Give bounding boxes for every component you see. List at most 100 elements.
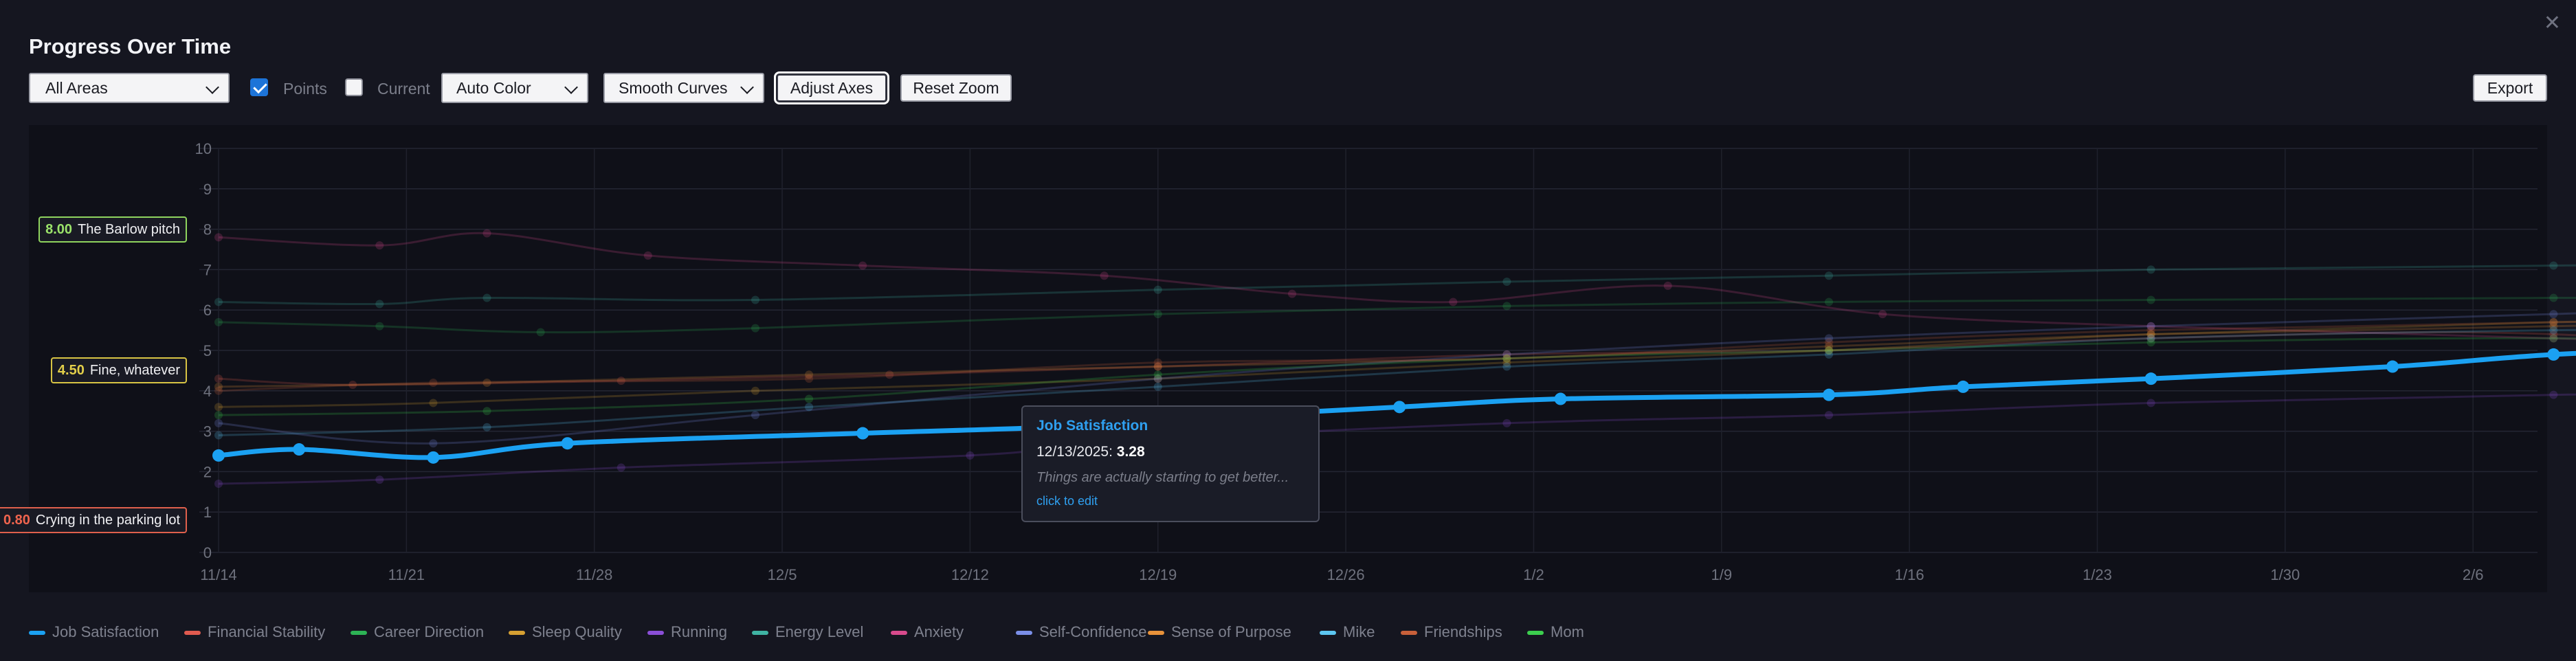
x-tick-label: 11/14 — [200, 566, 236, 583]
data-point-financial-stability — [1502, 350, 1511, 359]
data-point-energy-level — [2549, 261, 2558, 270]
x-tick-label: 12/26 — [1327, 566, 1365, 583]
data-point-mike — [1825, 350, 1833, 359]
data-point-mike — [2549, 326, 2558, 335]
legend-swatch — [1320, 631, 1336, 635]
data-point-job-satisfaction — [1957, 380, 1970, 393]
data-point-mom — [1153, 370, 1162, 379]
data-point-financial-stability — [617, 377, 625, 385]
adjust-axes-button[interactable]: Adjust Axes — [774, 71, 889, 104]
data-point-energy-level — [1153, 285, 1162, 294]
data-point-anxiety — [643, 251, 652, 260]
data-point-self-confidence — [214, 418, 223, 427]
current-checkbox[interactable] — [345, 78, 363, 96]
y-tick-label: 5 — [203, 342, 212, 359]
curve-mode-value: Smooth Curves — [619, 79, 728, 97]
data-point-sleep-quality — [2146, 330, 2155, 339]
legend-label: Career Direction — [374, 623, 485, 640]
data-point-career-direction — [536, 328, 545, 337]
data-tooltip[interactable]: Job Satisfaction 12/13/2025: 3.28 Things… — [1021, 405, 1320, 522]
data-point-sleep-quality — [1153, 374, 1162, 383]
data-point-financial-stability — [1153, 362, 1162, 371]
data-point-sense-of-purpose — [805, 370, 814, 379]
data-point-self-confidence — [2549, 310, 2558, 319]
data-point-mike — [214, 431, 223, 440]
y-tick-label: 8 — [203, 221, 212, 238]
x-tick-label: 12/19 — [1139, 566, 1177, 583]
current-label: Current — [377, 80, 430, 98]
data-point-friendships — [1825, 338, 1833, 347]
data-point-running — [1825, 411, 1833, 420]
data-point-sense-of-purpose — [1825, 342, 1833, 351]
data-point-mom — [1825, 346, 1833, 355]
data-point-mike — [1502, 362, 1511, 371]
color-mode-value: Auto Color — [456, 79, 531, 97]
points-checkbox[interactable] — [250, 78, 268, 96]
data-point-friendships — [2146, 326, 2155, 335]
data-point-anxiety — [1100, 271, 1109, 280]
series-line-sense-of-purpose — [218, 324, 2576, 388]
data-point-anxiety — [1449, 298, 1458, 306]
legend-swatch — [351, 631, 367, 635]
legend-label: Financial Stability — [208, 623, 326, 640]
x-tick-label: 1/16 — [1895, 566, 1924, 583]
data-point-running — [375, 475, 384, 484]
legend-swatch — [647, 631, 664, 635]
points-label: Points — [283, 80, 327, 98]
close-icon[interactable]: ✕ — [2543, 12, 2561, 34]
data-point-energy-level — [1502, 278, 1511, 287]
data-point-energy-level — [1825, 271, 1833, 280]
annotation-label[interactable]: 8.00 The Barlow pitch — [38, 216, 187, 243]
data-point-career-direction — [375, 322, 384, 330]
legend-swatch — [891, 631, 907, 635]
data-point-job-satisfaction — [2144, 372, 2157, 385]
data-point-self-confidence — [429, 439, 438, 448]
series-line-career-direction — [218, 296, 2576, 334]
curve-mode-select[interactable]: Smooth Curves — [603, 73, 764, 103]
data-point-anxiety — [214, 233, 223, 242]
data-point-sleep-quality — [429, 399, 438, 407]
data-point-mom — [2549, 334, 2558, 343]
legend-label: Running — [671, 623, 727, 640]
data-point-friendships — [429, 379, 438, 388]
legend-label: Sense of Purpose — [1171, 623, 1291, 640]
data-point-sense-of-purpose — [2146, 330, 2155, 339]
legend-swatch — [29, 631, 45, 635]
data-point-mike — [482, 423, 491, 432]
annotation-value: 4.50 — [57, 363, 85, 379]
y-tick-label: 6 — [203, 302, 212, 319]
data-point-job-satisfaction — [1554, 392, 1567, 405]
area-select-value: All Areas — [45, 79, 108, 97]
data-point-financial-stability — [2146, 334, 2155, 343]
reset-zoom-button[interactable]: Reset Zoom — [900, 74, 1012, 102]
legend-label: Self-Confidence — [1039, 623, 1147, 640]
legend-label: Energy Level — [775, 623, 864, 640]
tooltip-edit-link[interactable]: click to edit — [1036, 494, 1098, 508]
data-point-self-confidence — [2146, 322, 2155, 330]
data-point-anxiety — [2549, 334, 2558, 343]
data-point-sense-of-purpose — [482, 379, 491, 388]
series-line-anxiety — [218, 232, 2576, 340]
data-point-friendships — [1502, 354, 1511, 363]
data-point-anxiety — [375, 241, 384, 250]
data-point-running — [1502, 418, 1511, 427]
data-point-energy-level — [482, 293, 491, 302]
data-point-energy-level — [375, 300, 384, 309]
data-point-mike — [1153, 382, 1162, 391]
annotation-label[interactable]: 0.80 Crying in the parking lot — [0, 506, 187, 533]
legend-label: Job Satisfaction — [52, 623, 159, 640]
area-select[interactable]: All Areas — [29, 73, 230, 103]
export-button[interactable]: Export — [2473, 74, 2547, 102]
series-line-sleep-quality — [218, 320, 2576, 408]
data-point-job-satisfaction — [2547, 348, 2560, 361]
data-point-career-direction — [751, 324, 759, 333]
series-line-financial-stability — [218, 331, 2576, 386]
data-point-mom — [482, 407, 491, 416]
series-line-friendships — [218, 320, 2576, 392]
x-tick-label: 11/28 — [576, 566, 612, 583]
annotation-label[interactable]: 4.50 Fine, whatever — [50, 357, 187, 384]
x-tick-label: 1/9 — [1711, 566, 1733, 583]
series-line-mom — [218, 337, 2576, 416]
color-mode-select[interactable]: Auto Color — [441, 73, 588, 103]
